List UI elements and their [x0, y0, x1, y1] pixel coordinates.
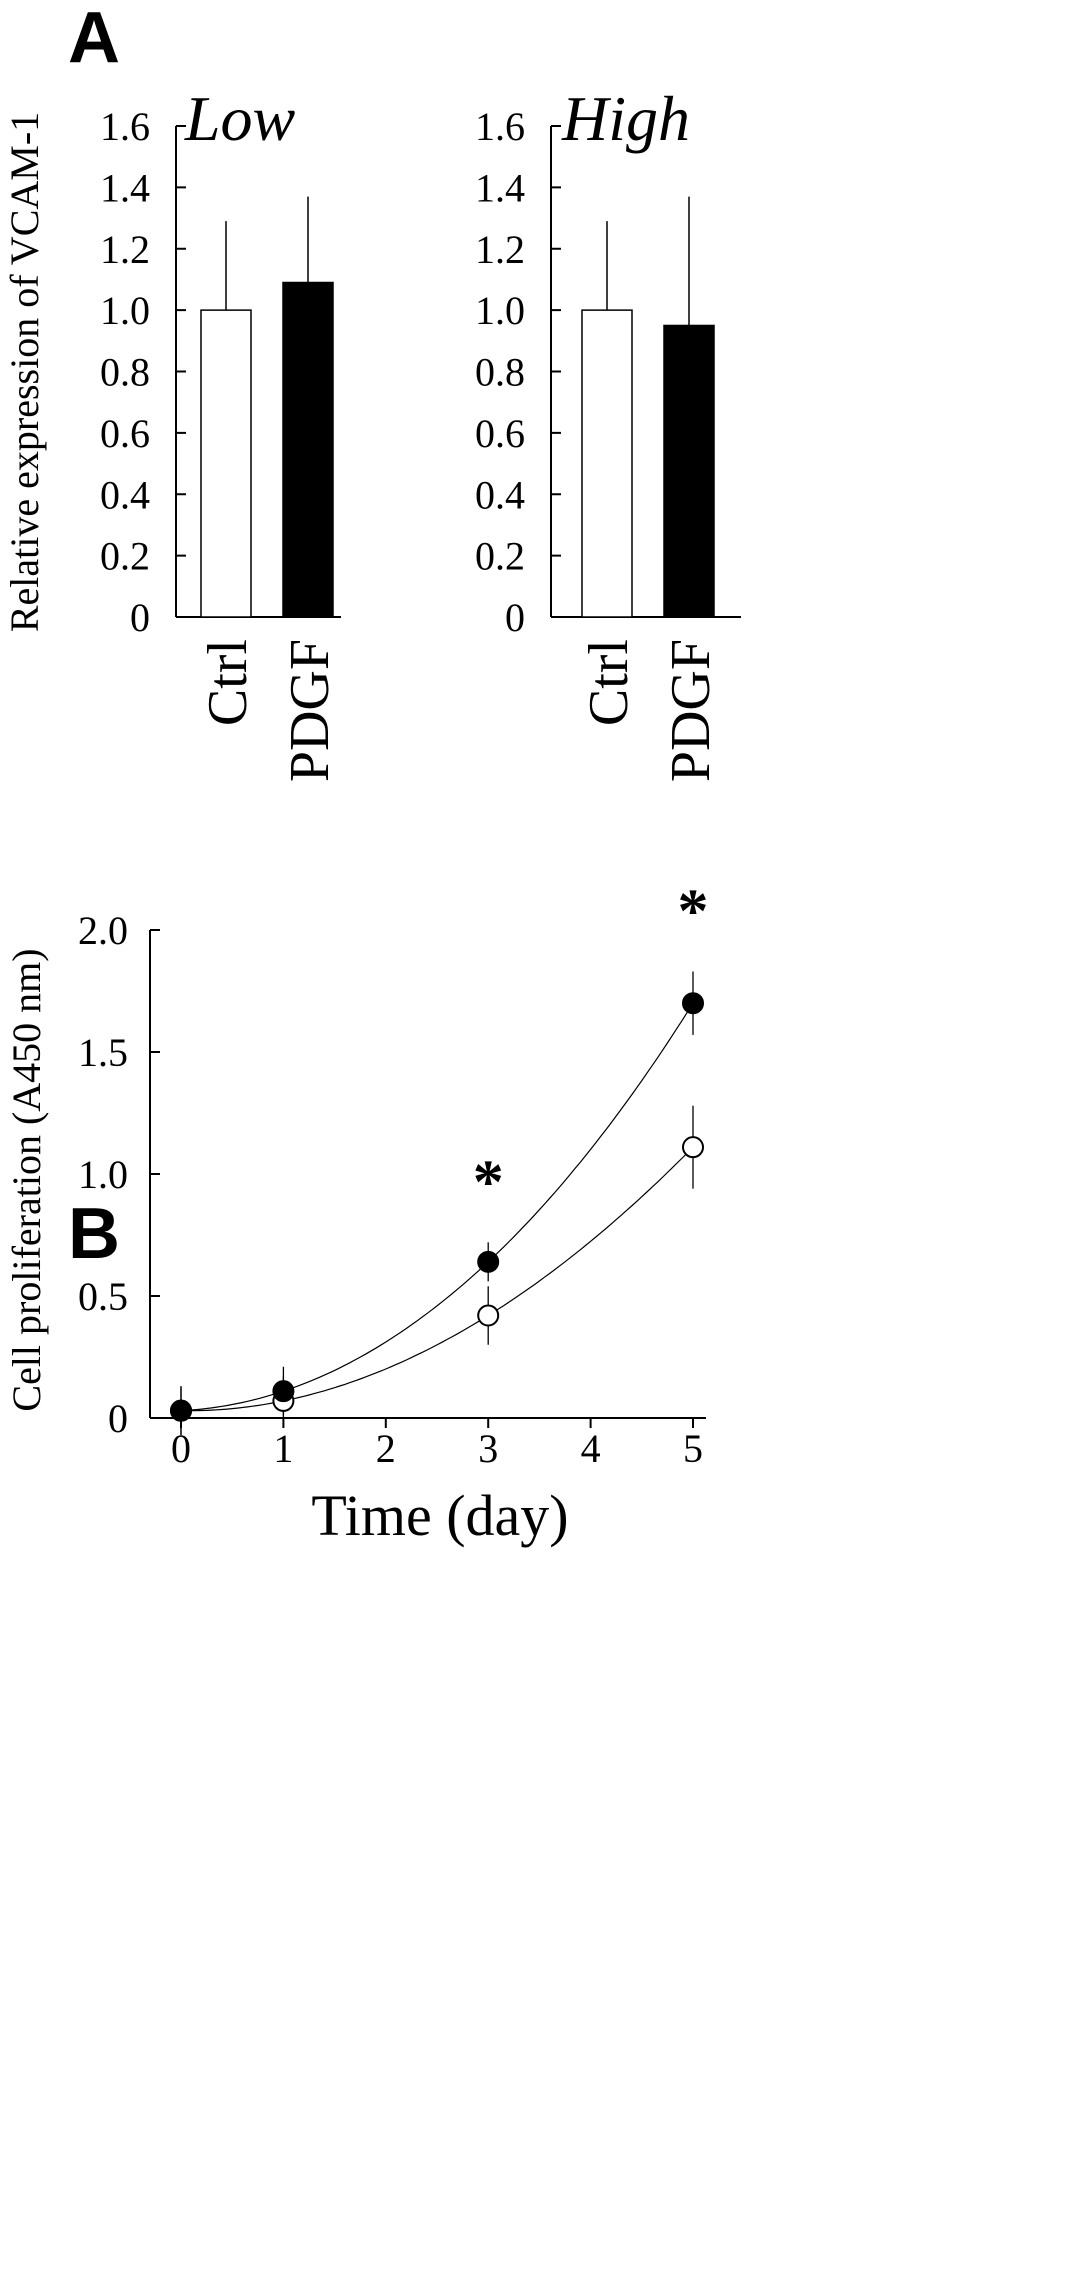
data-point-filled: [170, 1399, 192, 1422]
y-tick-label: 0: [505, 595, 525, 640]
y-tick-label: 0.6: [475, 411, 525, 456]
data-point-open: [477, 1304, 500, 1327]
y-tick-label: 0.5: [78, 1274, 128, 1319]
category-label: PDGF: [279, 639, 341, 782]
y-tick-label: 1.4: [100, 165, 150, 210]
category-label: Ctrl: [197, 639, 259, 726]
chart-low: 0 0.2 0.4 0.6 0.8 1.0 1.2 1.4 1.6 Ctrl PDGF Low Rela…: [2, 83, 341, 782]
x-tick-label: 2: [376, 1426, 396, 1471]
y-tick-label: 1.2: [475, 227, 525, 272]
x-tick-label: 4: [581, 1426, 601, 1471]
y-tick-label: 0.4: [100, 472, 150, 517]
y-tick-label: 0.8: [475, 350, 525, 395]
y-tick-label: 0.4: [475, 472, 525, 517]
y-tick-label: 1.0: [100, 288, 150, 333]
y-axis-title: Cell proliferation (A450 nm): [4, 948, 49, 1411]
y-tick-label: 1.0: [78, 1152, 128, 1197]
bar: [282, 281, 334, 618]
y-axis-title: Relative expression of VCAM-1: [2, 112, 47, 632]
y-tick-label: 1.2: [100, 227, 150, 272]
x-axis-title: Time (day): [311, 1483, 568, 1548]
chart-high: 0 0.2 0.4 0.6 0.8 1.0 1.2 1.4 1.6 Ctrl PDGF High: [475, 83, 741, 782]
y-tick-label: 0.2: [100, 534, 150, 579]
x-tick-label: 1: [273, 1426, 293, 1471]
y-tick-label: 0.6: [100, 411, 150, 456]
panel-b-label: B: [68, 1194, 120, 1274]
bar: [581, 309, 633, 618]
y-tick-label: 0.8: [100, 350, 150, 395]
chart-title: Low: [184, 83, 296, 154]
y-tick-label: 1.4: [475, 165, 525, 210]
x-tick-label: 5: [683, 1426, 703, 1471]
series-line: [180, 1002, 694, 1412]
x-tick-label: 0: [171, 1426, 191, 1471]
y-tick-label: 0.2: [475, 534, 525, 579]
bar: [200, 309, 252, 618]
bar: [663, 324, 715, 618]
series-line: [181, 1146, 694, 1412]
y-tick-label: 1.6: [100, 104, 150, 149]
data-point-filled: [272, 1380, 295, 1403]
chart-title: High: [561, 83, 690, 154]
category-label: PDGF: [660, 639, 722, 782]
panel-a-label: A: [68, 0, 120, 78]
y-tick-label: 0: [130, 595, 150, 640]
significance-marker: *: [473, 1148, 504, 1216]
chart-proliferation: 0 0.5 1.0 1.5 2.0 0 1 2 3 4 5 * * Time (day) Cell prol…: [4, 877, 709, 1548]
y-tick-label: 2.0: [78, 908, 128, 953]
significance-marker: *: [678, 877, 709, 945]
y-tick-label: 1.5: [78, 1030, 128, 1075]
x-tick-label: 3: [478, 1426, 498, 1471]
data-point-filled: [682, 992, 704, 1015]
y-tick-label: 1.0: [475, 288, 525, 333]
category-label: Ctrl: [578, 639, 640, 726]
y-tick-label: 1.6: [475, 104, 525, 149]
y-tick-label: 0: [108, 1396, 128, 1441]
data-point-open: [682, 1136, 704, 1159]
data-point-filled: [477, 1250, 500, 1273]
